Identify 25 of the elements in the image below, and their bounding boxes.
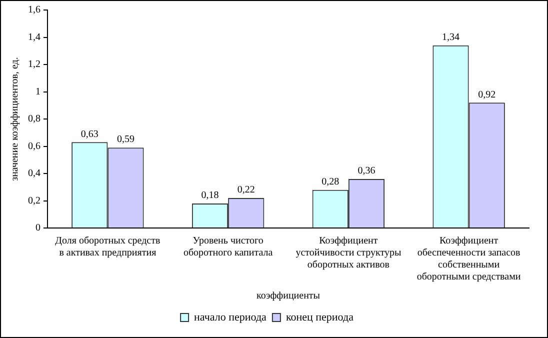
y-tick-label: 1,6: [28, 4, 40, 16]
y-tick-label: 0,6: [28, 140, 40, 152]
data-label: 0,28: [322, 176, 340, 188]
y-axis-title: значение коэффициентов, ед.: [10, 57, 21, 181]
y-tick-label: 1,4: [28, 32, 40, 43]
data-label: 0,22: [237, 184, 255, 196]
x-tick-label: Доля оборотных средств в активах предприятия: [55, 236, 160, 259]
data-label: 0,63: [80, 128, 98, 140]
y-tick-label: 0,2: [28, 195, 40, 206]
data-label: 0,92: [478, 89, 496, 100]
legend-label: начало периода: [194, 311, 267, 324]
y-tick-label: 0,8: [28, 114, 40, 125]
x-tick-label: Уровень чистого оборотного капитала: [183, 236, 274, 259]
x-tick-label: Коэффициент устойчивости структуры оборотных активов: [296, 236, 402, 271]
x-axis-title: коэффициенты: [256, 290, 320, 302]
legend-label: конец периода: [286, 311, 354, 324]
y-tick-label: 1,2: [28, 59, 40, 70]
data-label: 0,18: [201, 190, 219, 202]
y-tick-label: 0,4: [28, 168, 40, 180]
y-tick-label: 0: [36, 222, 40, 234]
data-label: 1,34: [442, 32, 460, 44]
data-label: 0,59: [116, 134, 134, 146]
x-tick-label: Коэффициент обеспеченности запасов собственными оборотными средствами: [416, 236, 522, 283]
data-label: 0,36: [358, 166, 376, 177]
y-tick-label: 1: [36, 86, 40, 98]
